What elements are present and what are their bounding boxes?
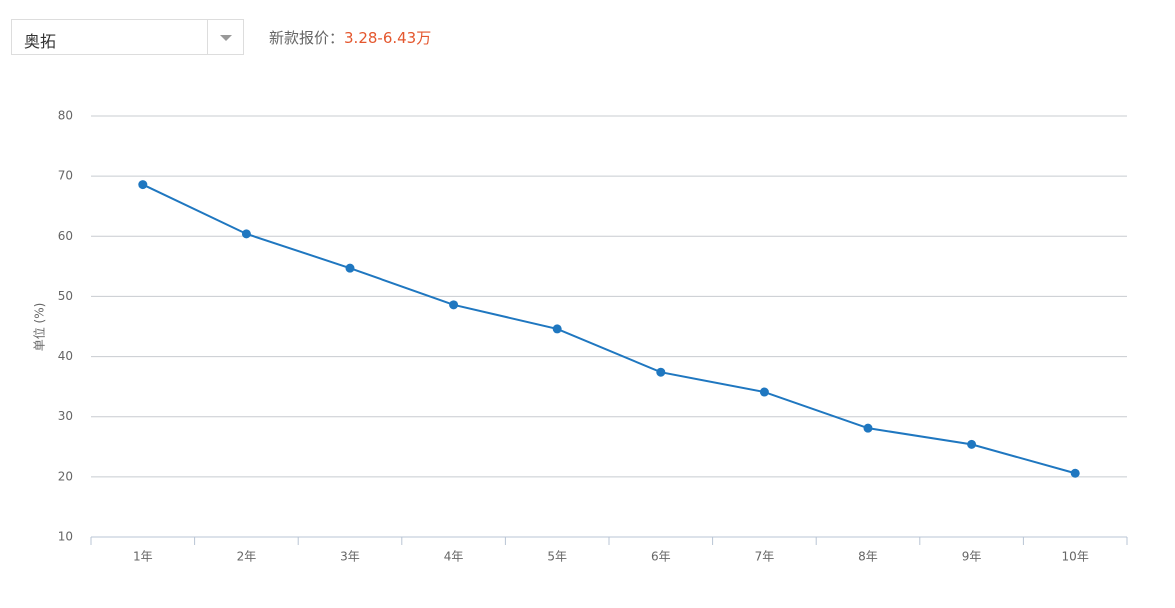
y-tick-label: 30 — [58, 409, 73, 423]
point — [967, 439, 977, 449]
point — [863, 423, 873, 433]
price-info: 新款报价：3.28-6.43万 — [269, 27, 431, 48]
x-tick-label: 1年 — [133, 550, 153, 564]
point — [552, 324, 562, 334]
y-tick-label: 10 — [58, 530, 73, 544]
x-tick-label: 10年 — [1062, 550, 1089, 564]
price-value: 3.28-6.43万 — [344, 29, 432, 47]
x-tick-label: 9年 — [962, 550, 982, 564]
x-tick-label: 4年 — [444, 550, 464, 564]
x-tick-label: 8年 — [858, 550, 878, 564]
x-tick-label: 7年 — [755, 550, 775, 564]
point — [345, 263, 355, 273]
model-dropdown[interactable]: 奥拓 — [11, 19, 244, 55]
point — [241, 229, 251, 239]
point — [759, 387, 769, 397]
y-tick-label: 70 — [58, 169, 73, 183]
y-tick-label: 50 — [58, 289, 73, 303]
dropdown-arrow[interactable] — [220, 35, 232, 41]
x-tick-label: 6年 — [651, 550, 671, 564]
y-tick-label: 60 — [58, 229, 73, 243]
point — [449, 300, 459, 310]
y-tick-label: 40 — [58, 349, 73, 363]
y-tick-label: 80 — [58, 109, 73, 123]
point — [1070, 468, 1080, 478]
y-tick-label: 20 — [58, 469, 73, 483]
price-label: 新款报价： — [269, 29, 345, 47]
x-tick-label: 3年 — [340, 550, 360, 564]
y-axis-label: 单位 (%) — [32, 303, 47, 352]
line — [142, 183, 1076, 475]
x-tick-label: 5年 — [547, 550, 567, 564]
point — [656, 367, 666, 377]
model-name: 奥拓 — [24, 32, 57, 51]
point — [138, 180, 148, 190]
x-tick-label: 2年 — [237, 550, 257, 564]
divider — [207, 20, 208, 54]
